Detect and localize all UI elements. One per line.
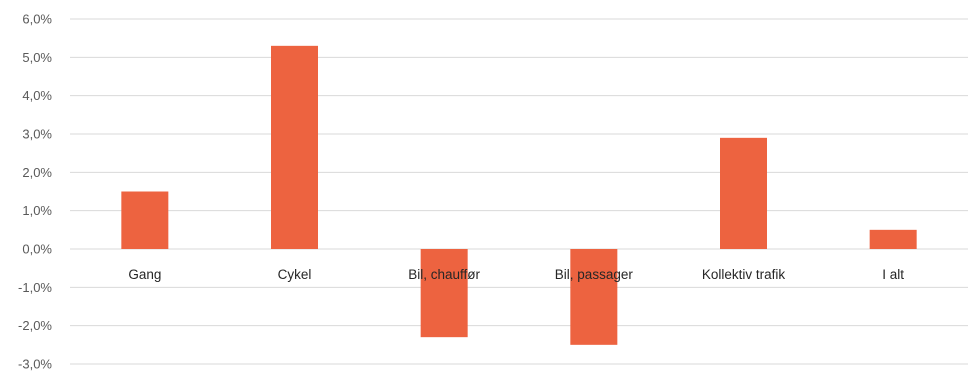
bar	[271, 45, 318, 250]
y-tick-label: 5,0%	[22, 50, 52, 65]
bar	[570, 249, 618, 345]
category-label: Bil, chauffør	[408, 267, 480, 282]
category-label: Kollektiv trafik	[702, 267, 786, 282]
category-label: Cykel	[278, 267, 312, 282]
bars	[121, 45, 917, 345]
y-tick-label: -2,0%	[18, 318, 52, 333]
category-label: Bil, passager	[555, 267, 634, 282]
gridlines	[70, 18, 968, 365]
bar	[869, 229, 917, 249]
y-tick-label: -3,0%	[18, 357, 52, 372]
y-tick-label: 0,0%	[22, 242, 52, 257]
y-tick-label: 4,0%	[22, 88, 52, 103]
category-labels: Gang Cykel Bil, chauffør Bil, passager Kolle…	[128, 267, 904, 282]
y-axis-tick-labels: 6,0% 5,0% 4,0% 3,0% 2,0% 1,0% 0,0% -1,0% -2,0% -3…	[18, 12, 52, 372]
y-tick-label: 3,0%	[22, 127, 52, 142]
bar	[420, 249, 468, 338]
y-tick-label: 6,0%	[22, 12, 52, 27]
category-label: Gang	[128, 267, 161, 282]
category-label: I alt	[882, 267, 904, 282]
y-tick-label: 1,0%	[22, 203, 52, 218]
bar	[121, 191, 169, 249]
y-tick-label: 2,0%	[22, 165, 52, 180]
y-tick-label: -1,0%	[18, 280, 52, 295]
bar	[720, 137, 767, 249]
